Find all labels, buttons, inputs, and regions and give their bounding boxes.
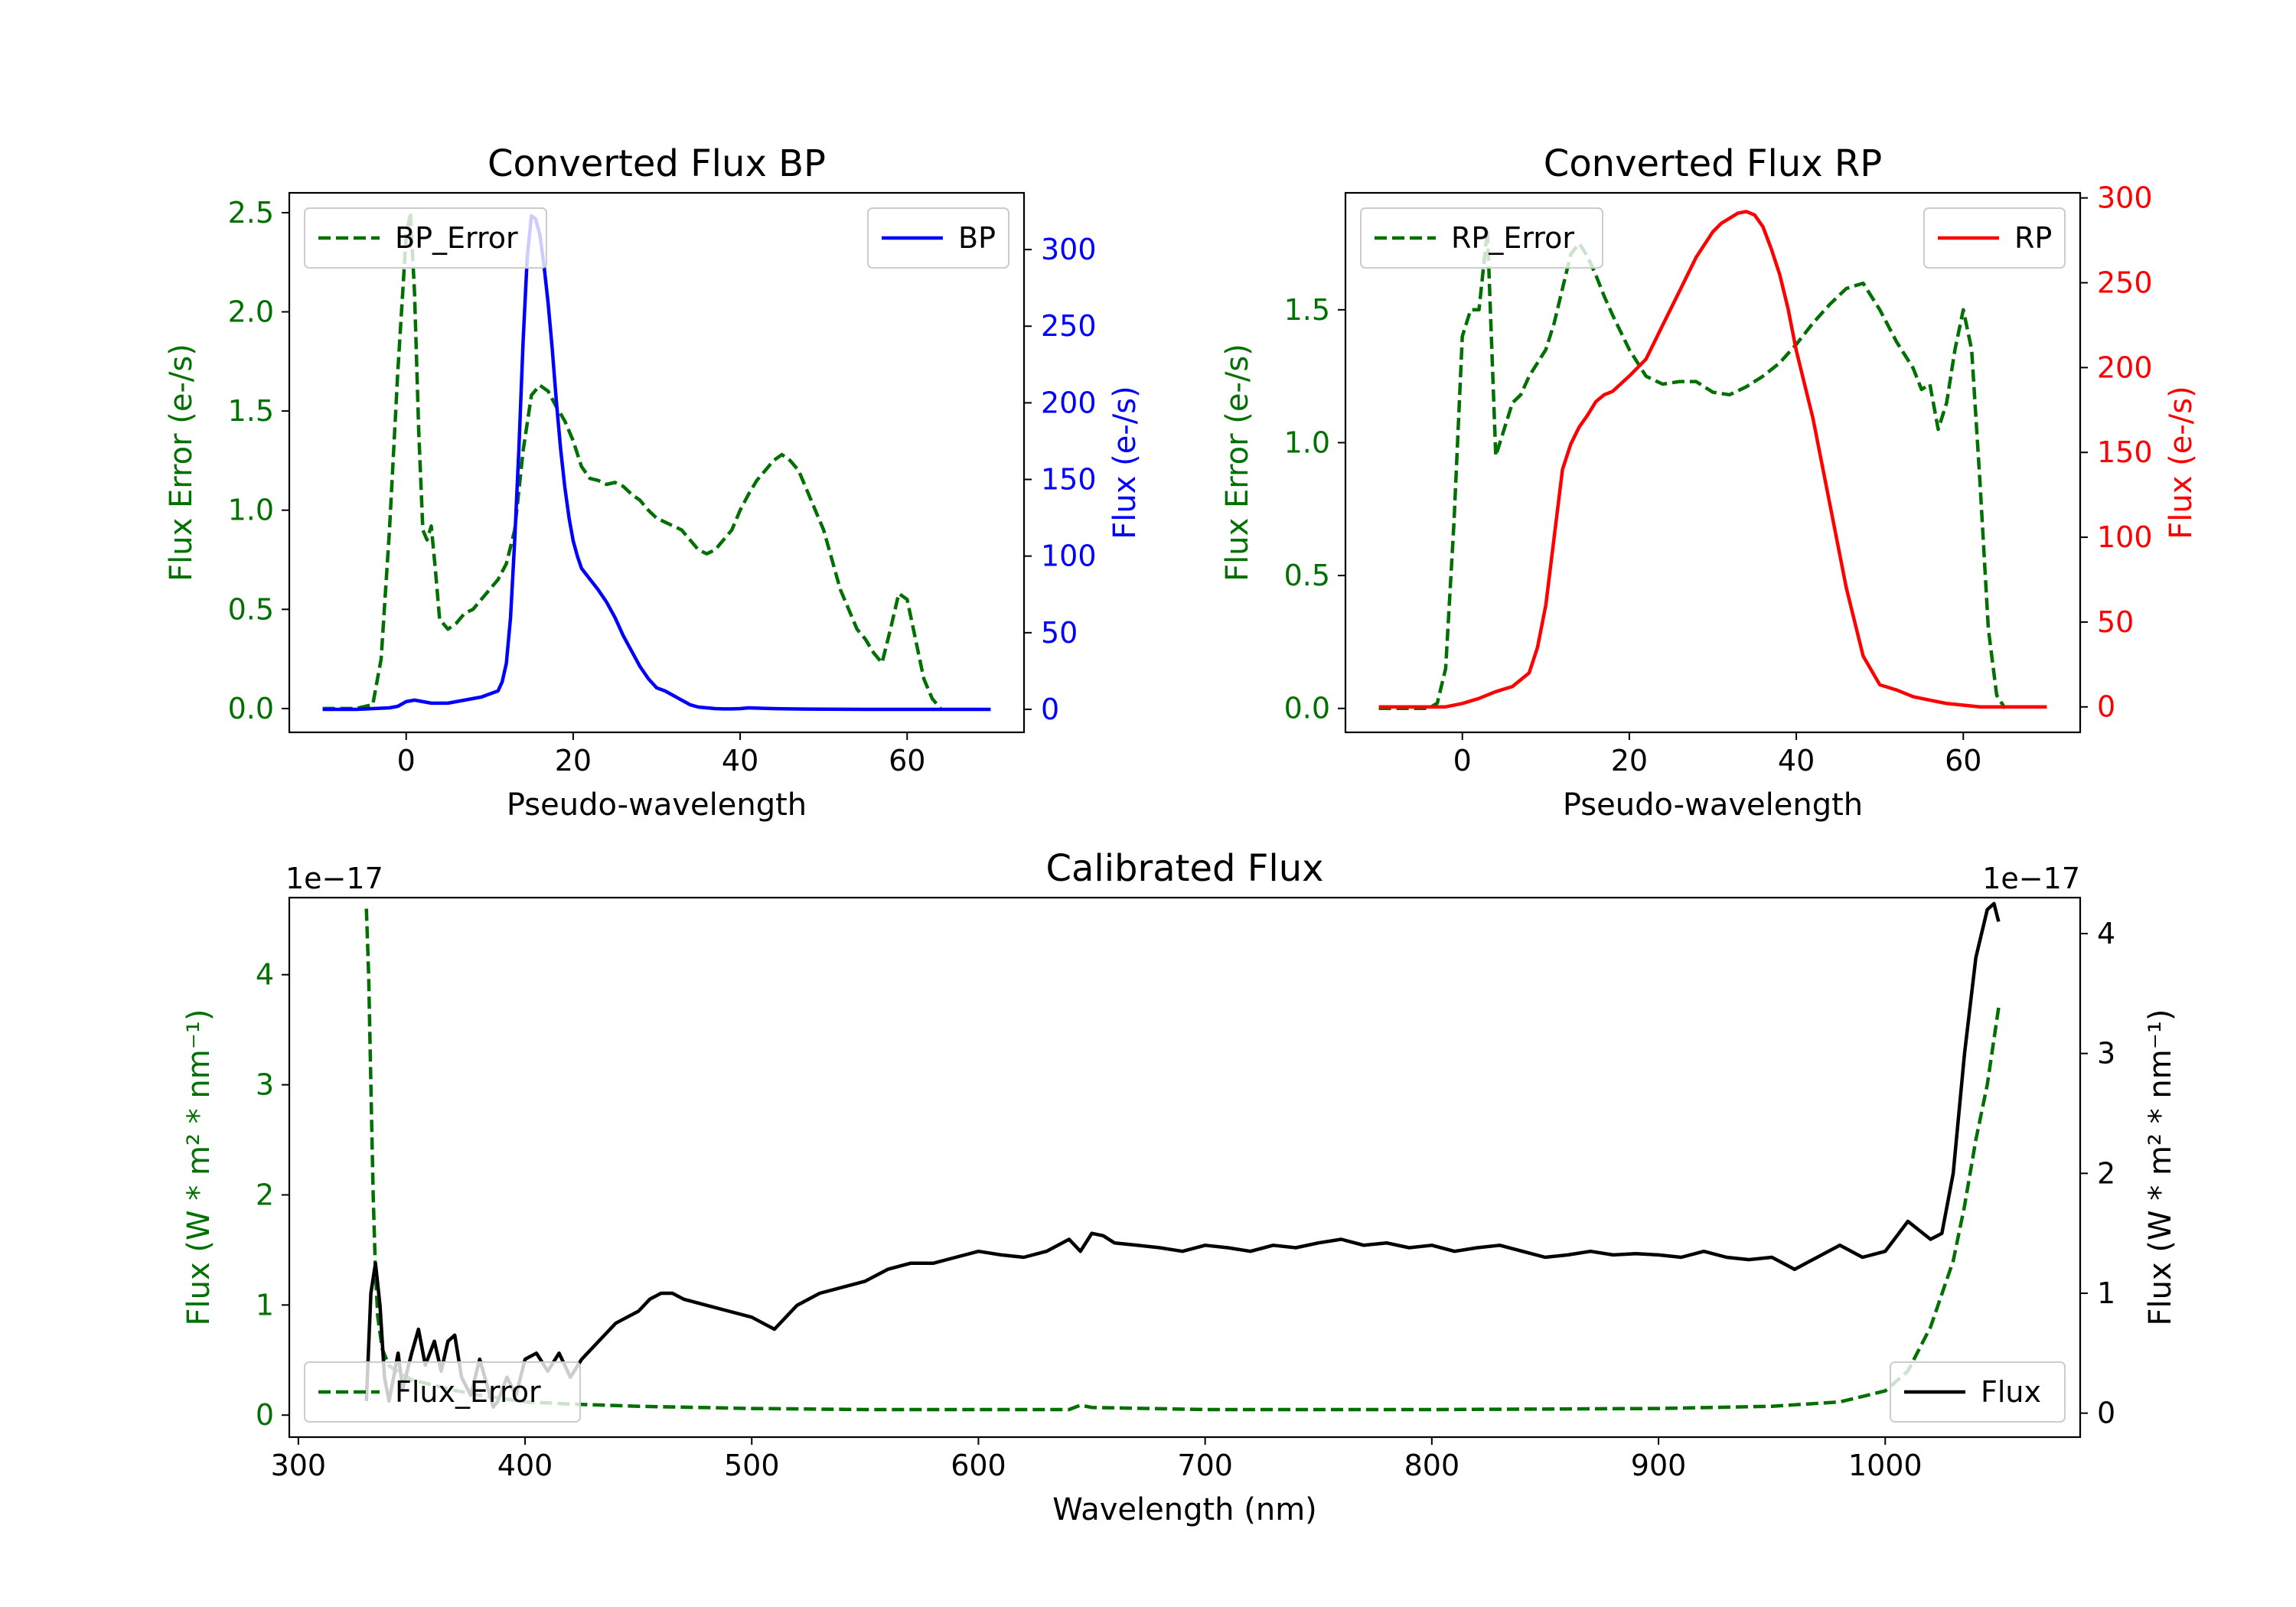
- y-left-tick-label: 4: [256, 958, 274, 992]
- legend-box: [1890, 1361, 2066, 1423]
- x-tick-label: 40: [722, 744, 758, 777]
- y-right-tick-label: 0: [2097, 1397, 2115, 1430]
- y-axis-label-right: Flux (W * m² * nm⁻¹): [2143, 1009, 2178, 1326]
- chart-panel-2: 0 20 40 60 0.0 0.5 1.0 1.5 0 50 100 150 200 250 300 Con…: [1220, 142, 2199, 823]
- x-tick-label: 600: [951, 1449, 1006, 1482]
- chart-panel-3: 300 400 500 600 700 800 900 1000 0 1 2 3 4 0 1 2 3 4 Calib…: [181, 847, 2178, 1527]
- series-line-rp-error: [1378, 228, 2007, 710]
- y-left-tick-label: 2: [256, 1178, 274, 1211]
- y-right-tick-label: 200: [2097, 350, 2153, 384]
- y-right-tick-label: 150: [1041, 463, 1097, 497]
- y-right-tick-label: 250: [1041, 309, 1097, 343]
- y-left-tick-label: 0.0: [1284, 692, 1330, 725]
- x-axis-label: Wavelength (nm): [1052, 1492, 1317, 1527]
- y-right-tick-label: 300: [1041, 233, 1097, 266]
- x-tick-label: 1000: [1848, 1449, 1923, 1482]
- y-axis-label-left: Flux (W * m² * nm⁻¹): [181, 1009, 217, 1326]
- x-axis-label: Pseudo-wavelength: [1563, 787, 1863, 823]
- chart-panel-1: 0 20 40 60 0.0 0.5 1.0 1.5 2.0 2.5 0 50 100 150 200 250…: [164, 142, 1143, 823]
- x-axis-label: Pseudo-wavelength: [507, 787, 807, 823]
- x-tick-label: 40: [1778, 744, 1815, 777]
- legend-flux: Flux: [1890, 1361, 2066, 1423]
- axes-frame: [288, 896, 2082, 1439]
- x-tick-label: 0: [397, 744, 416, 777]
- y-right-tick-label: 100: [2097, 520, 2153, 554]
- y-left-tick-label: 1.0: [228, 494, 274, 527]
- y-axis-label-right: Flux (e-/s): [1107, 386, 1143, 539]
- legend-flux-error: Flux_Error: [304, 1361, 581, 1423]
- series-line-bp: [322, 214, 991, 712]
- axes-frame: [1344, 191, 2082, 734]
- y-right-tick-label: 250: [2097, 266, 2153, 300]
- y-left-tick-label: 2.5: [228, 196, 274, 230]
- y-right-tick-label: 50: [1041, 616, 1078, 650]
- y-right-tick-label: 3: [2097, 1037, 2115, 1071]
- legend-rp-error: RP_Error: [1360, 207, 1603, 269]
- y-axis-label-right: Flux (e-/s): [2164, 386, 2199, 539]
- x-tick-label: 800: [1404, 1449, 1460, 1482]
- y-right-tick-label: 1: [2097, 1276, 2115, 1310]
- y-left-tick-label: 0.5: [228, 592, 274, 626]
- y-right-tick-label: 50: [2097, 605, 2134, 639]
- legend-label: Flux_Error: [395, 1375, 541, 1409]
- y-left-tick-label: 1.5: [228, 394, 274, 428]
- x-tick-label: 700: [1177, 1449, 1233, 1482]
- y-right-tick-label: 200: [1041, 386, 1097, 419]
- y-right-tick-label: 100: [1041, 539, 1097, 573]
- legend-label: RP_Error: [1451, 221, 1574, 255]
- y-left-tick-label: 0: [256, 1398, 274, 1432]
- legend-bp-error: BP_Error: [304, 207, 547, 269]
- legend-bp: BP: [867, 207, 1009, 269]
- x-tick-label: 60: [889, 744, 925, 777]
- x-tick-label: 20: [555, 744, 592, 777]
- legend-rp: RP: [1923, 207, 2066, 269]
- series-line-rp: [1378, 210, 2047, 709]
- axes-frame: [288, 191, 1026, 734]
- x-tick-label: 60: [1945, 744, 1981, 777]
- x-tick-label: 500: [724, 1449, 780, 1482]
- y-axis-label-left: Flux Error (e-/s): [164, 344, 199, 582]
- y-left-tick-label: 0.0: [228, 692, 274, 725]
- y-left-tick-label: 1.5: [1284, 293, 1330, 327]
- y-left-tick-label: 0.5: [1284, 559, 1330, 592]
- chart-title: Converted Flux BP: [488, 142, 826, 185]
- x-tick-label: 400: [497, 1449, 553, 1482]
- series-line-flux: [364, 901, 2001, 1410]
- x-tick-label: 0: [1453, 744, 1472, 777]
- legend-label: BP_Error: [395, 221, 518, 255]
- y-right-tick-label: 0: [1041, 693, 1059, 726]
- x-tick-label: 900: [1631, 1449, 1687, 1482]
- series-line-flux-error: [364, 908, 2001, 1412]
- y-right-tick-label: 150: [2097, 435, 2153, 469]
- legend-box: [304, 1361, 581, 1423]
- chart-title: Calibrated Flux: [1045, 847, 1323, 890]
- offset-label-right: 1e−17: [1982, 862, 2080, 895]
- offset-label-left: 1e−17: [285, 862, 383, 895]
- legend-label: RP: [2014, 221, 2052, 255]
- y-right-tick-label: 2: [2097, 1156, 2115, 1190]
- y-left-tick-label: 1: [256, 1288, 274, 1322]
- y-left-tick-label: 3: [256, 1068, 274, 1102]
- legend-box: [1360, 207, 1603, 269]
- y-right-tick-label: 4: [2097, 917, 2115, 950]
- y-left-tick-label: 1.0: [1284, 425, 1330, 459]
- legend-label: BP: [958, 221, 996, 255]
- x-tick-label: 20: [1611, 744, 1648, 777]
- chart-title: Converted Flux RP: [1544, 142, 1882, 185]
- legend-label: Flux: [1981, 1375, 2041, 1409]
- y-axis-label-left: Flux Error (e-/s): [1220, 344, 1255, 582]
- legend-box: [304, 207, 547, 269]
- series-line-bp-error: [322, 210, 942, 711]
- y-right-tick-label: 0: [2097, 690, 2115, 724]
- y-right-tick-label: 300: [2097, 181, 2153, 215]
- x-tick-label: 300: [271, 1449, 327, 1482]
- y-left-tick-label: 2.0: [228, 295, 274, 329]
